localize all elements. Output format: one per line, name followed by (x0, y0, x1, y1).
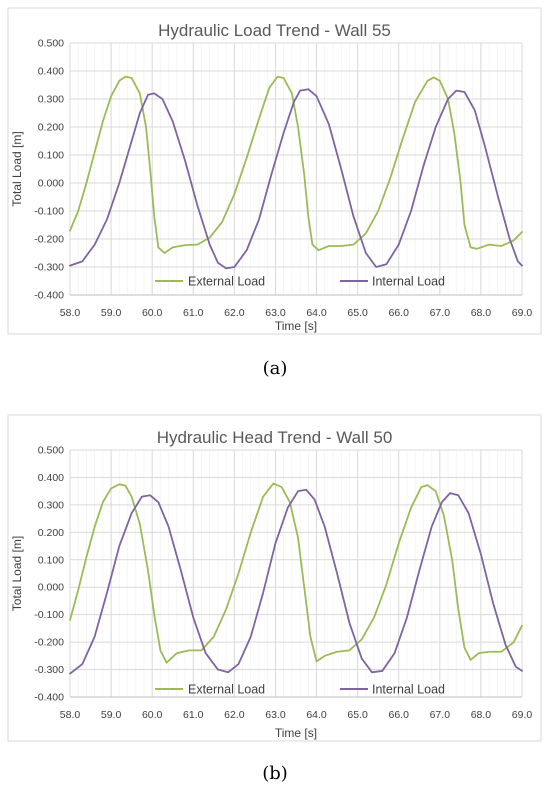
y-tick-label: 0.000 (38, 178, 64, 190)
y-tick-label: 0.500 (38, 445, 64, 457)
x-tick-label: 67.0 (430, 307, 451, 319)
x-tick-label: 58.0 (60, 709, 81, 721)
y-tick-label: -0.100 (34, 206, 64, 218)
x-tick-label: 60.0 (142, 709, 163, 721)
chart-panel-a: -0.400 -0.300 -0.200 -0.100 0.000 0.100 0.200 0… (7, 7, 542, 335)
y-tick-label: 0.400 (38, 472, 64, 484)
series-line-internal-load (69, 88, 523, 270)
chart-panel-b: -0.400 -0.300 -0.200 -0.100 0.000 0.100 0.200 0… (7, 414, 542, 742)
x-tick-label: 66.0 (389, 307, 410, 319)
legend: External Load Internal Load (155, 683, 445, 697)
y-tick-label: 0.200 (38, 527, 64, 539)
x-tick-label: 62.0 (224, 709, 245, 721)
y-axis-label: Total Load [m] (10, 536, 24, 611)
legend-label-external-load: External Load (188, 275, 265, 289)
grid (69, 449, 523, 698)
x-tick-label: 68.0 (471, 307, 492, 319)
legend: External Load Internal Load (155, 275, 445, 289)
x-tick-label: 63.0 (265, 709, 286, 721)
x-tick-label: 65.0 (347, 709, 368, 721)
x-tick-label: 69.0 (512, 307, 533, 319)
y-tick-label: 0.100 (38, 150, 64, 162)
x-tick-label: 58.0 (60, 307, 81, 319)
chart-frame (7, 7, 542, 335)
x-tick-label: 64.0 (306, 307, 327, 319)
y-tick-label: 0.300 (38, 499, 64, 511)
x-tick-label: 68.0 (471, 709, 492, 721)
x-tick-label: 66.0 (389, 709, 410, 721)
legend-label-internal-load: Internal Load (372, 683, 445, 697)
series-line-external-load (69, 482, 523, 664)
y-tick-label: -0.200 (34, 234, 64, 246)
y-tick-label: -0.100 (34, 609, 64, 621)
y-tick-label: 0.400 (38, 66, 64, 78)
series-line-internal-load (69, 488, 523, 675)
grid (69, 42, 523, 296)
y-tick-label: 0.200 (38, 122, 64, 134)
series-line-external-load (69, 75, 523, 254)
x-tick-label: 59.0 (101, 307, 122, 319)
y-tick-label: 0.300 (38, 94, 64, 106)
x-tick-label: 67.0 (430, 709, 451, 721)
chart-title: Hydraulic Load Trend - Wall 55 (158, 21, 391, 40)
chart-title: Hydraulic Head Trend - Wall 50 (157, 428, 393, 447)
x-tick-label: 64.0 (306, 709, 327, 721)
y-tick-label: -0.200 (34, 637, 64, 649)
legend-label-internal-load: Internal Load (372, 275, 445, 289)
x-tick-label: 59.0 (101, 709, 122, 721)
legend-label-external-load: External Load (188, 683, 265, 697)
x-tick-label: 61.0 (183, 307, 204, 319)
x-tick-label: 63.0 (265, 307, 286, 319)
y-tick-label: 0.100 (38, 554, 64, 566)
figure-caption: (a) (263, 358, 288, 379)
y-tick-label: -0.300 (34, 262, 64, 274)
x-tick-label: 62.0 (224, 307, 245, 319)
y-tick-label: 0.500 (38, 38, 64, 50)
y-tick-label: -0.400 (34, 290, 64, 302)
x-tick-label: 60.0 (142, 307, 163, 319)
y-tick-label: 0.000 (38, 582, 64, 594)
x-tick-label: 61.0 (183, 709, 204, 721)
x-tick-label: 65.0 (347, 307, 368, 319)
chart-frame (7, 414, 542, 742)
x-axis-label: Time [s] (275, 319, 317, 333)
y-tick-label: -0.400 (34, 692, 64, 704)
figure-caption: (b) (262, 763, 288, 784)
x-axis-label: Time [s] (275, 726, 317, 740)
y-tick-label: -0.300 (34, 664, 64, 676)
y-axis-label: Total Load [m] (10, 131, 24, 206)
x-tick-label: 69.0 (512, 709, 533, 721)
